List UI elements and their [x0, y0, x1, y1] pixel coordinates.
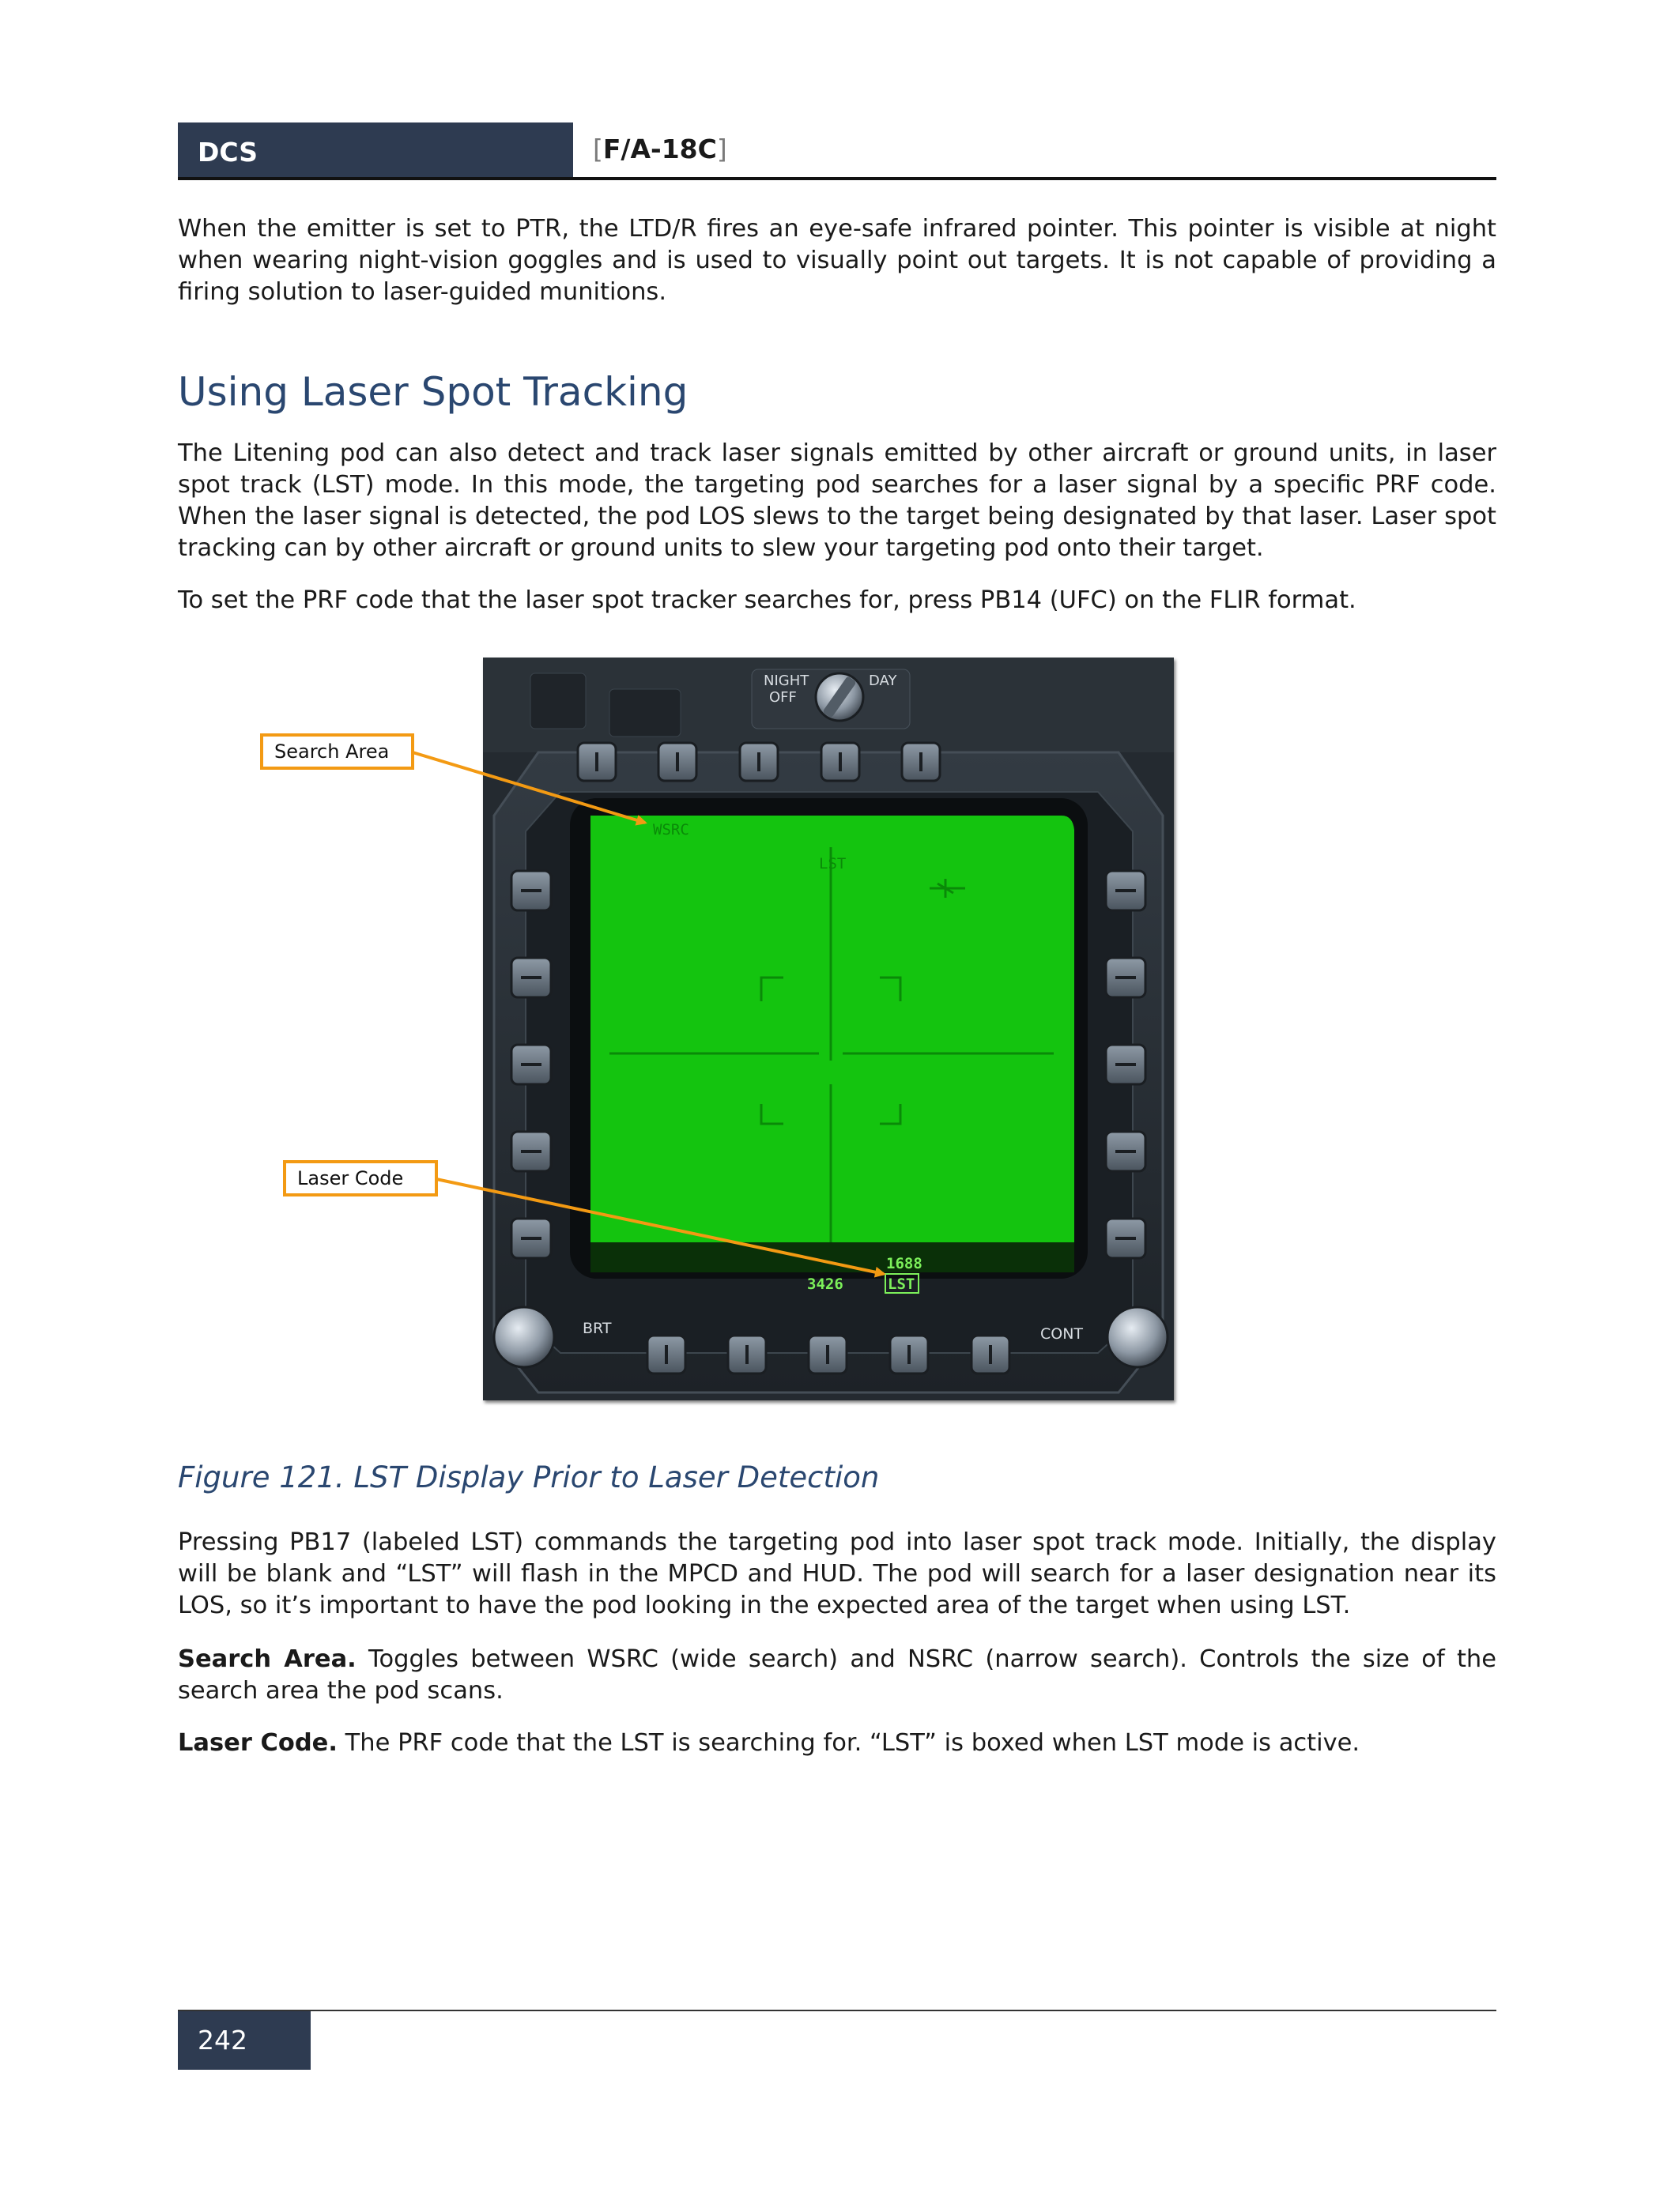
- laser-code-text: The PRF code that the LST is searching f…: [337, 1729, 1360, 1757]
- paragraph-lst-intro: The Litening pod can also detect and tra…: [178, 439, 1496, 562]
- brt-label: BRT: [583, 1320, 612, 1337]
- crosshair-symbol: [609, 847, 1054, 1242]
- paragraph-laser-code: Laser Code. The PRF code that the LST is…: [178, 1728, 1496, 1759]
- laser-code-arrow: [436, 1178, 886, 1278]
- day-label: DAY: [869, 673, 897, 689]
- search-area-term: Search Area.: [178, 1645, 357, 1673]
- callout-search-area: Search Area: [260, 733, 414, 770]
- mpcd-figure: WSRC LST 1688 LST 3426: [483, 658, 1174, 1400]
- callout-laser-code-label: Laser Code: [297, 1167, 404, 1189]
- brt-knob[interactable]: [492, 1306, 556, 1369]
- search-area-arrow: [412, 751, 647, 826]
- paragraph-lst-command: Pressing PB17 (labeled LST) commands the…: [178, 1528, 1496, 1619]
- laser-code-term: Laser Code.: [178, 1729, 338, 1757]
- callout-search-area-label: Search Area: [274, 740, 390, 763]
- callout-arrows: [412, 751, 886, 1278]
- laser-code-boxed: LST: [888, 1276, 915, 1293]
- laser-code-lower: 3426: [807, 1276, 843, 1293]
- cont-label: CONT: [1040, 1325, 1083, 1343]
- section-title: Using Laser Spot Tracking: [178, 369, 689, 415]
- header-product-block: DCS: [178, 122, 573, 178]
- header-aircraft: F/A-18C: [602, 134, 717, 164]
- lst-top-label: LST: [819, 855, 846, 872]
- page-number: 242: [198, 2025, 247, 2056]
- paragraph-prf-code: To set the PRF code that the laser spot …: [178, 586, 1356, 614]
- page-number-block: 242: [178, 2011, 311, 2070]
- paragraph-ptr: When the emitter is set to PTR, the LTD/…: [178, 215, 1496, 306]
- header-title: [F/A-18C]: [593, 134, 727, 164]
- night-label: NIGHT: [764, 673, 809, 689]
- lst-box: [885, 1273, 919, 1294]
- search-area-text: Toggles between WSRC (wide search) and N…: [178, 1645, 1497, 1705]
- aircraft-symbol-icon: [930, 879, 965, 898]
- header-bracket-open: [: [593, 134, 603, 164]
- cont-knob[interactable]: [1106, 1306, 1169, 1369]
- paragraph-search-area: Search Area. Toggles between WSRC (wide …: [178, 1644, 1496, 1707]
- header-product-label: DCS: [198, 137, 258, 168]
- off-label: OFF: [769, 689, 797, 706]
- mpcd-illustration: WSRC LST 1688 LST 3426: [483, 658, 1174, 1400]
- callout-laser-code: Laser Code: [283, 1160, 438, 1196]
- header-bracket-close: ]: [716, 134, 727, 164]
- mpcd-screen: [590, 816, 1074, 1242]
- header-title-block: [F/A-18C]: [573, 122, 1496, 178]
- footer-divider: [178, 2010, 1496, 2011]
- wsrc-label: WSRC: [653, 821, 689, 838]
- laser-code-upper: 1688: [886, 1255, 922, 1272]
- figure-caption: Figure 121. LST Display Prior to Laser D…: [178, 1460, 880, 1494]
- header-divider: [178, 177, 1496, 180]
